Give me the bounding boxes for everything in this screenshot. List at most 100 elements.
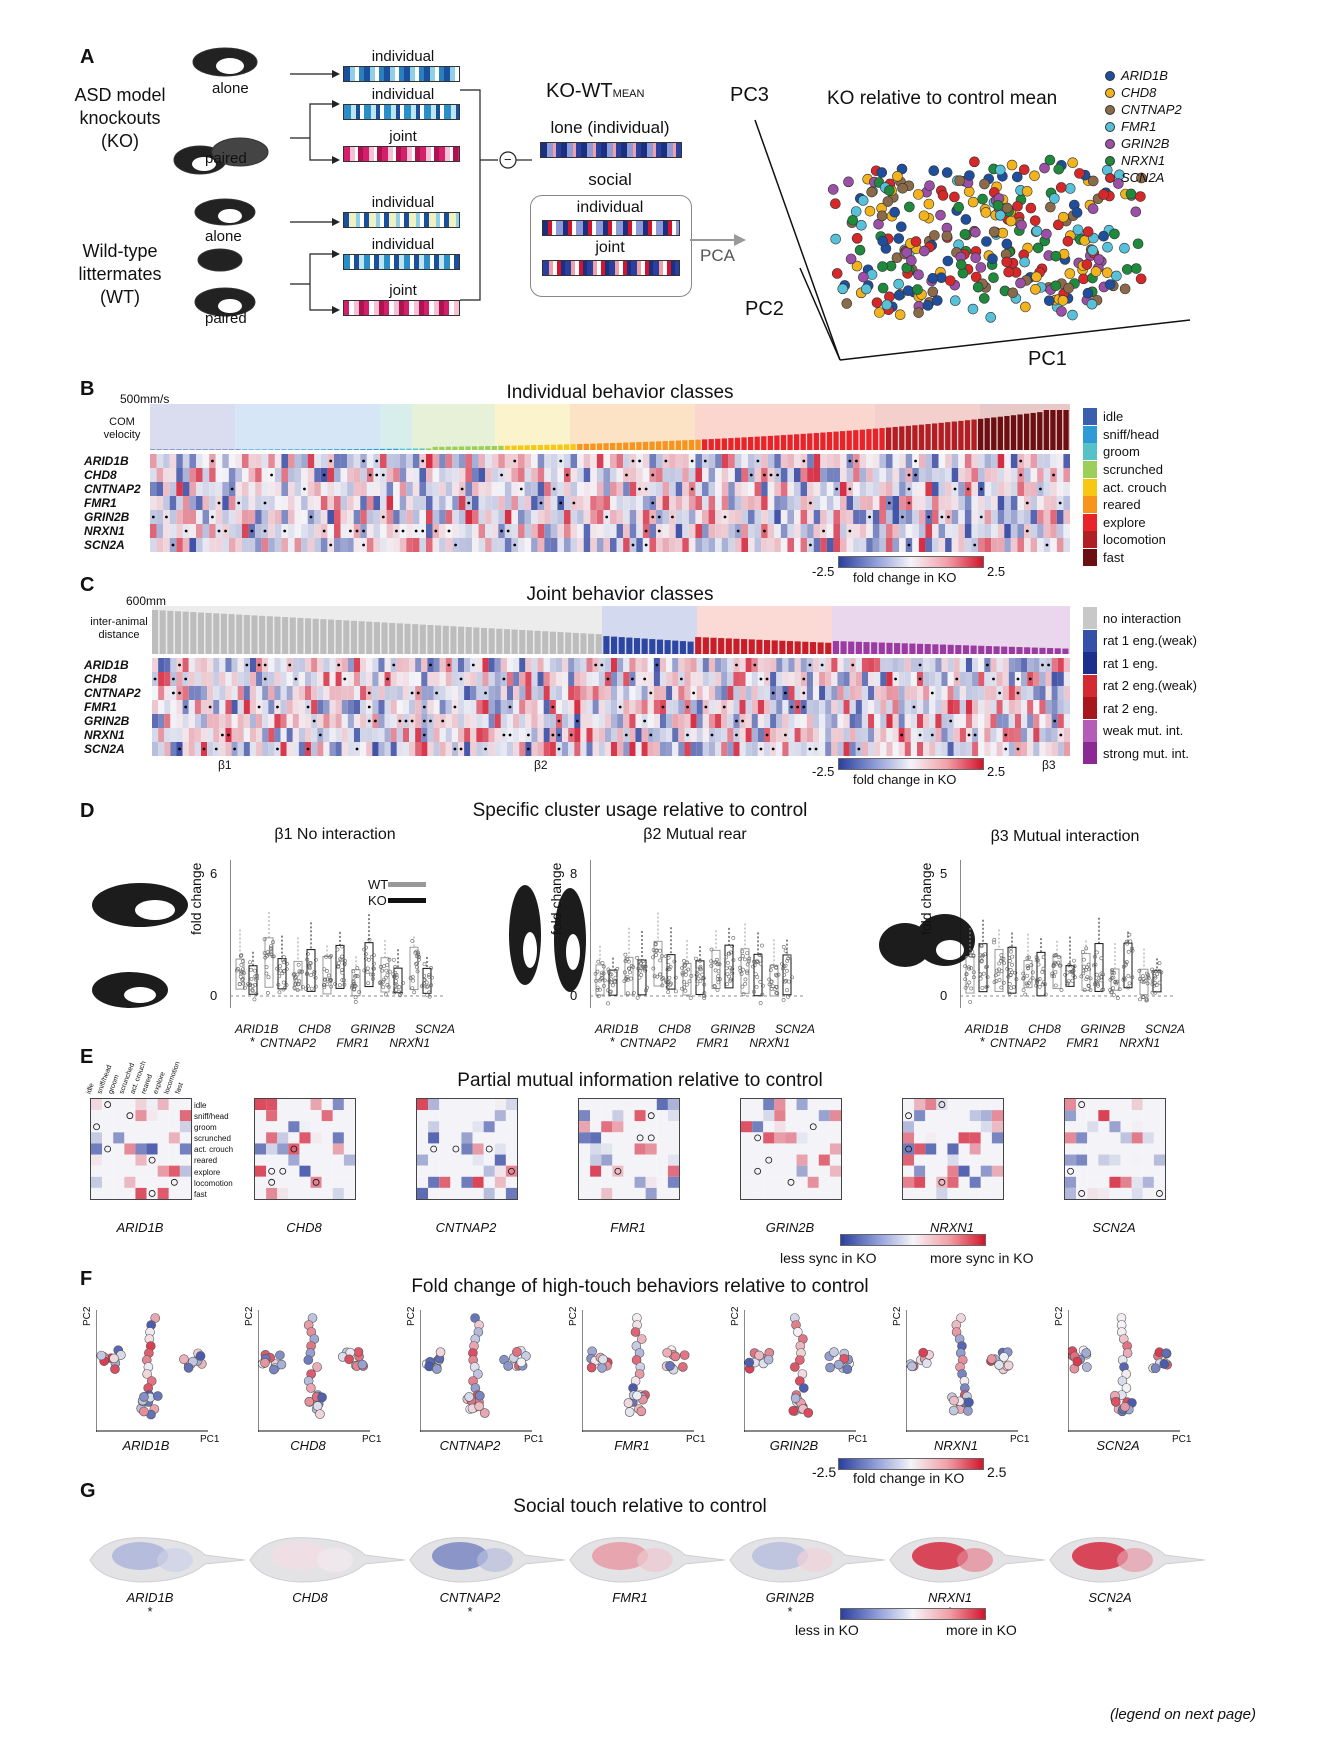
heat-cell	[327, 524, 334, 538]
heat-cell	[688, 524, 696, 538]
sample-point	[607, 989, 612, 994]
heat-cell	[242, 454, 249, 468]
sample-point	[745, 962, 750, 967]
pmi-cell	[483, 1154, 495, 1166]
boxplot-ymax: 6	[210, 866, 218, 881]
pmi-cell	[807, 1187, 819, 1199]
distance-bar	[220, 613, 227, 654]
sample-point	[1025, 973, 1030, 978]
heat-cell	[531, 714, 538, 728]
sig-circle	[268, 1167, 276, 1175]
pmi-cell	[135, 1099, 147, 1111]
heat-cell	[794, 672, 801, 686]
heat-cell	[549, 672, 556, 686]
sample-point	[781, 966, 785, 971]
velocity-bar	[274, 449, 281, 450]
sig-dot	[784, 733, 787, 737]
heat-cell	[757, 728, 764, 742]
pmi-axis-label: idle	[194, 1101, 207, 1110]
heat-cell	[702, 672, 709, 686]
pca-point	[963, 186, 975, 197]
sample-point	[754, 985, 759, 989]
pmi-cell	[472, 1165, 484, 1177]
heat-cell	[366, 728, 373, 742]
sample-point	[1157, 969, 1162, 973]
heat-cell	[335, 700, 342, 714]
heat-cell	[807, 482, 814, 496]
heat-cell	[617, 672, 624, 686]
velocity-bar	[1030, 412, 1036, 450]
heat-cell	[1050, 524, 1057, 538]
heat-cell	[833, 510, 840, 524]
velocity-bar	[616, 442, 622, 450]
pca-point	[874, 307, 885, 318]
sig-dot	[756, 459, 760, 463]
heat-cell	[788, 742, 795, 756]
pc2-label: PC2	[568, 1306, 579, 1326]
pmi-cell	[947, 1187, 959, 1199]
velocity-bar	[905, 425, 911, 450]
heat-cell	[1021, 700, 1028, 714]
heat-cell	[733, 686, 740, 700]
velocity-bar	[964, 420, 971, 450]
heat-cell	[879, 538, 886, 552]
sample-point	[760, 983, 765, 988]
sig-dot	[1019, 459, 1023, 463]
pmi-cell	[179, 1099, 191, 1111]
sig-dot	[940, 515, 944, 519]
heat-cell	[543, 672, 550, 686]
heat-cell	[215, 510, 223, 524]
heat-cell	[169, 468, 177, 482]
heat-cell	[880, 742, 887, 756]
sample-point	[383, 975, 388, 980]
velocity-bar	[820, 432, 826, 450]
heat-cell	[794, 742, 801, 756]
sig-dot	[513, 543, 517, 547]
pmi-cell	[439, 1187, 451, 1199]
heat-cell	[690, 700, 697, 714]
pmi-cell	[417, 1121, 429, 1133]
heat-cell	[880, 700, 887, 714]
heat-cell	[825, 700, 832, 714]
sample-point	[968, 953, 973, 958]
heat-cell	[923, 742, 930, 756]
pmi-gene-label: FMR1	[610, 1220, 646, 1235]
sig-dot	[918, 733, 922, 737]
heat-cell	[1051, 700, 1058, 714]
heat-cell	[672, 700, 679, 714]
sample-point	[783, 948, 788, 953]
heat-cell	[1050, 454, 1057, 468]
panel-c-cbar-min: -2.5	[812, 764, 835, 779]
sig-dot	[790, 705, 793, 709]
sample-point	[702, 982, 707, 987]
pca-point	[895, 221, 907, 233]
heat-cell	[770, 672, 777, 686]
heat-cell	[702, 658, 709, 672]
distance-bar	[863, 642, 870, 654]
sample-point	[999, 969, 1004, 974]
heat-cell	[879, 496, 886, 510]
heat-cell	[311, 672, 318, 686]
sample-point	[1122, 976, 1127, 981]
pmi-cell	[102, 1176, 114, 1188]
sig-dot	[453, 705, 457, 709]
heat-cell	[751, 714, 758, 728]
heat-cell	[531, 672, 538, 686]
sample-point	[1030, 976, 1035, 980]
heat-cell	[754, 538, 762, 552]
heat-cell	[307, 496, 315, 510]
velocity-bar	[925, 424, 931, 450]
heat-cell	[819, 672, 826, 686]
heat-cell	[656, 454, 663, 468]
sample-point	[999, 953, 1004, 958]
heat-cell	[386, 454, 394, 468]
sample-point	[281, 980, 286, 985]
sample-point	[296, 962, 301, 967]
heat-cell	[678, 686, 685, 700]
touch-map	[906, 1310, 1018, 1432]
heat-cell	[662, 482, 670, 496]
heat-cell	[843, 658, 850, 672]
heat-cell	[886, 454, 893, 468]
heat-cell	[150, 468, 157, 482]
sample-point	[730, 971, 735, 976]
